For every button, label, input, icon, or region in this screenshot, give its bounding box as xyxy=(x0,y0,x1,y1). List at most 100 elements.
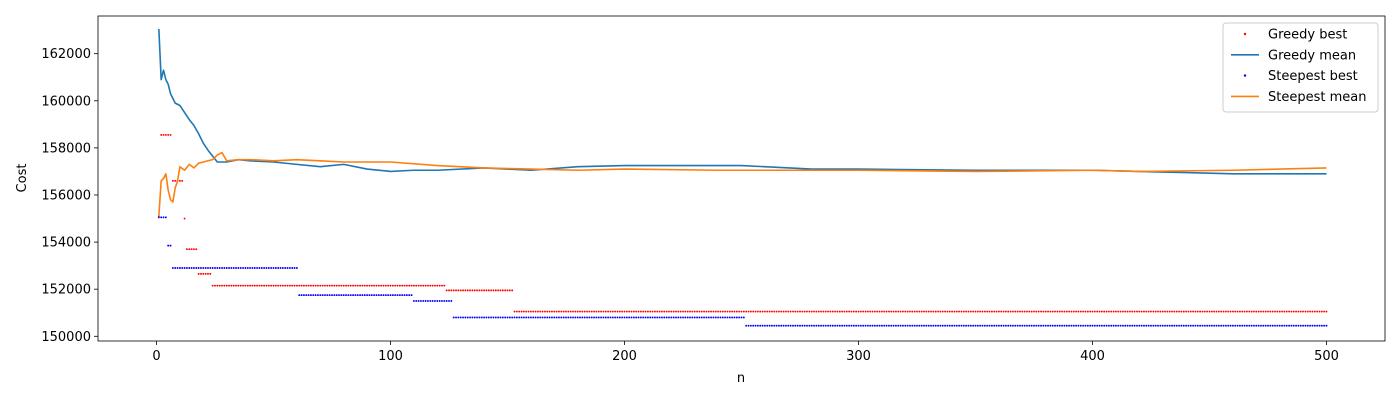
data-point xyxy=(202,272,205,275)
data-point xyxy=(792,324,794,327)
data-point xyxy=(845,324,848,327)
data-point xyxy=(164,133,167,136)
data-point xyxy=(1213,310,1216,313)
data-point xyxy=(462,289,464,292)
data-point xyxy=(1285,324,1288,327)
data-point xyxy=(995,324,998,327)
data-point xyxy=(555,316,558,319)
data-point xyxy=(361,294,364,297)
data-point xyxy=(302,284,305,287)
data-point xyxy=(916,324,918,327)
legend-label: Greedy mean xyxy=(1268,48,1356,63)
data-point xyxy=(703,316,706,319)
data-point xyxy=(382,284,385,287)
data-point xyxy=(553,316,556,319)
data-point xyxy=(1283,310,1286,313)
data-point xyxy=(548,316,551,319)
data-point xyxy=(1210,310,1213,313)
data-point xyxy=(232,284,235,287)
data-point xyxy=(317,284,319,287)
data-point xyxy=(691,310,694,313)
data-point xyxy=(1035,324,1038,327)
data-point xyxy=(759,324,762,327)
data-point xyxy=(377,294,380,297)
data-point xyxy=(1133,310,1136,313)
data-point xyxy=(567,310,570,313)
data-point xyxy=(298,294,301,297)
data-point xyxy=(794,310,797,313)
data-point xyxy=(1054,310,1057,313)
data-point xyxy=(375,294,378,297)
data-point xyxy=(380,284,383,287)
data-point xyxy=(663,310,666,313)
data-point xyxy=(192,248,195,251)
data-point xyxy=(221,284,223,287)
data-point xyxy=(485,289,488,292)
data-point xyxy=(1180,310,1183,313)
data-point xyxy=(228,284,230,287)
data-point xyxy=(1154,310,1157,313)
data-point xyxy=(855,324,858,327)
data-point xyxy=(1208,310,1211,313)
data-point xyxy=(621,310,624,313)
data-point xyxy=(244,267,247,269)
data-point xyxy=(452,289,455,292)
data-point xyxy=(752,310,755,313)
data-point xyxy=(646,310,649,313)
data-point xyxy=(712,316,715,319)
x-axis-label: n xyxy=(737,371,745,386)
data-point xyxy=(1063,310,1066,313)
data-point xyxy=(852,324,855,327)
data-point xyxy=(389,294,392,297)
data-point xyxy=(445,289,448,292)
data-point xyxy=(649,310,652,313)
data-point xyxy=(572,316,574,319)
data-point xyxy=(396,294,399,297)
data-point xyxy=(1196,324,1199,327)
data-point xyxy=(731,310,734,313)
data-point xyxy=(207,272,209,275)
data-point xyxy=(1037,324,1040,327)
data-point xyxy=(508,289,511,292)
data-point xyxy=(1323,310,1326,313)
data-point xyxy=(698,310,701,313)
data-point xyxy=(265,284,268,287)
data-point xyxy=(1231,324,1234,327)
data-point xyxy=(508,316,511,319)
data-point xyxy=(939,324,942,327)
data-point xyxy=(466,289,469,292)
data-point xyxy=(1077,310,1080,313)
data-point xyxy=(920,324,923,327)
data-point xyxy=(899,310,902,313)
data-point xyxy=(962,324,965,327)
data-point xyxy=(1033,310,1035,313)
data-point xyxy=(436,284,439,287)
data-point xyxy=(1173,310,1176,313)
data-point xyxy=(178,267,181,269)
data-point xyxy=(333,294,336,297)
data-point xyxy=(829,324,832,327)
data-point xyxy=(1004,324,1007,327)
data-point xyxy=(235,267,238,269)
data-point xyxy=(705,316,708,319)
data-point xyxy=(174,267,177,269)
data-point xyxy=(997,324,1000,327)
data-point xyxy=(403,294,406,297)
y-tick-label: 152000 xyxy=(41,283,91,298)
data-point xyxy=(866,310,869,313)
series-greedy-mean xyxy=(158,28,1327,175)
data-point xyxy=(525,310,528,313)
data-point xyxy=(281,284,284,287)
data-point xyxy=(1276,310,1279,313)
data-point xyxy=(862,324,865,327)
data-point xyxy=(1023,324,1026,327)
data-point xyxy=(660,310,663,313)
data-point xyxy=(469,316,472,319)
legend-label: Steepest mean xyxy=(1268,90,1366,105)
data-point xyxy=(300,284,303,287)
data-point xyxy=(291,284,294,287)
data-point xyxy=(827,324,830,327)
data-point xyxy=(183,267,186,269)
data-point xyxy=(972,324,975,327)
data-point xyxy=(536,310,539,313)
